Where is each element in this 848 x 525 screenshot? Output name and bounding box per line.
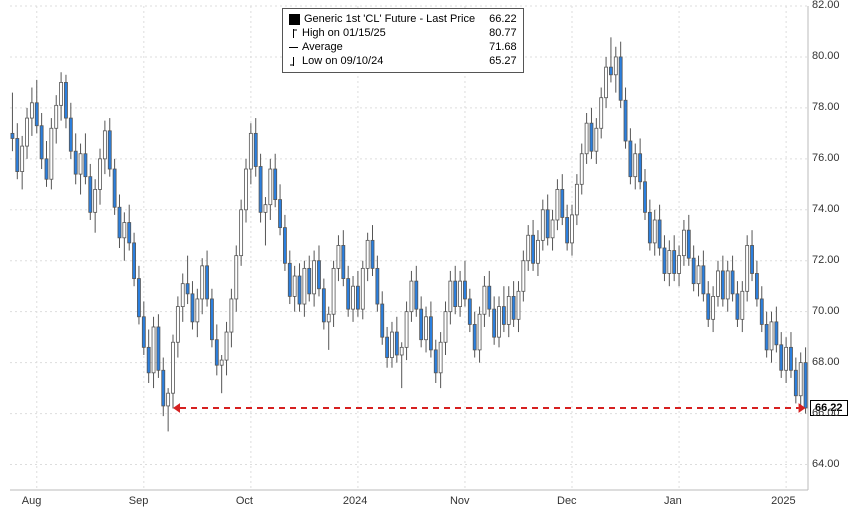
- legend-value: 66.22: [489, 12, 517, 26]
- x-tick-label: 2024: [343, 495, 367, 507]
- y-tick-label: 74.00: [812, 203, 846, 215]
- chart-canvas: [0, 0, 848, 525]
- legend-value: 65.27: [489, 54, 517, 68]
- legend-row: Average 71.68: [289, 40, 517, 54]
- x-tick-label: 2025: [771, 495, 795, 507]
- legend-marker-icon: [289, 14, 300, 25]
- x-tick-label: Dec: [557, 495, 577, 507]
- legend-label: Average: [302, 40, 343, 54]
- y-tick-label: 68.00: [812, 356, 846, 368]
- legend-label: High on 01/15/25: [302, 26, 386, 40]
- y-tick-label: 80.00: [812, 50, 846, 62]
- y-tick-label: 82.00: [812, 0, 846, 11]
- y-tick-label: 70.00: [812, 305, 846, 317]
- y-tick-label: 76.00: [812, 152, 846, 164]
- chart-legend: Generic 1st 'CL' Future - Last Price 66.2…: [282, 8, 524, 73]
- x-tick-label: Sep: [129, 495, 149, 507]
- y-tick-label: 78.00: [812, 101, 846, 113]
- legend-marker-icon: [289, 43, 298, 52]
- legend-label: Low on 09/10/24: [302, 54, 383, 68]
- legend-row: Generic 1st 'CL' Future - Last Price 66.2…: [289, 12, 517, 26]
- x-tick-label: Nov: [450, 495, 470, 507]
- y-tick-label: 72.00: [812, 254, 846, 266]
- price-chart: Generic 1st 'CL' Future - Last Price 66.2…: [0, 0, 848, 525]
- y-tick-label: 64.00: [812, 458, 846, 470]
- y-tick-label: 66.00: [812, 407, 846, 419]
- legend-marker-icon: [289, 57, 298, 66]
- x-tick-label: Jan: [664, 495, 682, 507]
- x-tick-label: Oct: [236, 495, 253, 507]
- legend-value: 80.77: [489, 26, 517, 40]
- legend-row: Low on 09/10/24 65.27: [289, 54, 517, 68]
- x-tick-label: Aug: [22, 495, 42, 507]
- legend-row: High on 01/15/25 80.77: [289, 26, 517, 40]
- legend-marker-icon: [289, 29, 298, 38]
- legend-label: Generic 1st 'CL' Future - Last Price: [304, 12, 475, 26]
- legend-value: 71.68: [489, 40, 517, 54]
